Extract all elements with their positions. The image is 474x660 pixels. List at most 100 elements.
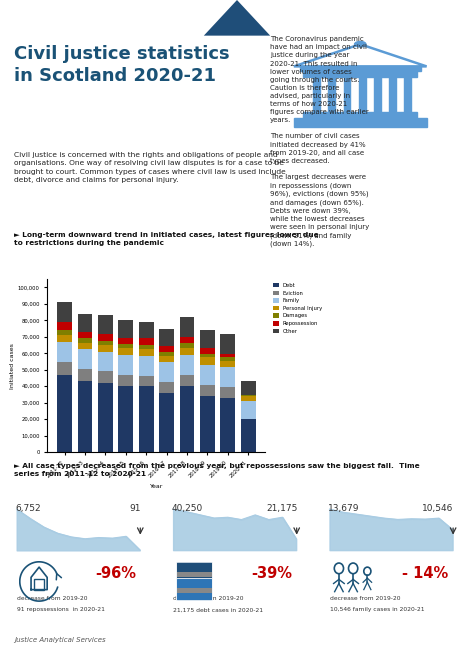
Bar	[220, 398, 235, 452]
Bar	[78, 369, 92, 381]
Bar	[200, 354, 215, 358]
Bar	[57, 362, 72, 375]
Bar	[241, 381, 255, 395]
Text: 21,175 debt cases in 2020-21: 21,175 debt cases in 2020-21	[173, 607, 264, 612]
Bar	[118, 386, 133, 452]
Bar	[180, 317, 194, 337]
Bar	[200, 385, 215, 396]
Bar	[57, 322, 72, 330]
Bar	[139, 376, 154, 386]
Bar	[78, 349, 92, 369]
Bar	[200, 396, 215, 452]
Bar	[98, 333, 113, 341]
Bar	[180, 375, 194, 386]
Bar	[118, 348, 133, 355]
Bar	[118, 338, 133, 345]
Bar	[57, 342, 72, 362]
Text: ► Long-term downward trend in initiated cases, latest figures lower due
to restr: ► Long-term downward trend in initiated …	[14, 232, 319, 246]
Bar	[118, 375, 133, 386]
Bar	[57, 330, 72, 335]
Bar	[300, 67, 421, 71]
Bar	[118, 355, 133, 375]
Bar	[139, 386, 154, 452]
Bar	[34, 579, 44, 589]
Text: 21,175: 21,175	[266, 504, 297, 513]
Text: 91: 91	[129, 504, 141, 513]
Bar	[180, 355, 194, 375]
Bar	[159, 329, 174, 346]
Text: -96%: -96%	[95, 566, 136, 581]
Bar	[404, 77, 411, 112]
X-axis label: Year: Year	[150, 484, 163, 490]
Bar	[180, 386, 194, 452]
Bar	[220, 354, 235, 358]
Bar	[78, 381, 92, 452]
Bar	[220, 367, 235, 387]
Bar	[374, 77, 381, 112]
Text: -39%: -39%	[251, 566, 292, 581]
Text: decrease from 2019-20: decrease from 2019-20	[173, 597, 244, 601]
Bar	[200, 348, 215, 354]
Text: ► All case types decreased from the previous year, but repossessions saw the big: ► All case types decreased from the prev…	[14, 463, 420, 477]
Bar	[200, 358, 215, 365]
Bar	[139, 345, 154, 349]
Text: 40,250: 40,250	[172, 504, 203, 513]
Bar	[98, 383, 113, 452]
Bar	[313, 77, 320, 112]
Bar	[98, 315, 113, 333]
Bar	[180, 343, 194, 348]
Bar	[98, 341, 113, 345]
Bar	[78, 343, 92, 349]
Bar	[177, 588, 211, 593]
Bar	[98, 352, 113, 372]
Circle shape	[355, 42, 366, 47]
Bar	[359, 77, 365, 112]
Bar	[180, 337, 194, 343]
Bar	[57, 375, 72, 452]
Bar	[200, 330, 215, 348]
Bar	[220, 387, 235, 398]
Bar	[180, 348, 194, 355]
Bar	[241, 419, 255, 452]
Bar	[328, 77, 335, 112]
Bar	[303, 71, 417, 77]
Bar	[159, 393, 174, 452]
Bar	[294, 118, 427, 127]
Bar	[57, 302, 72, 322]
Bar	[139, 356, 154, 376]
FancyBboxPatch shape	[177, 579, 212, 601]
Bar	[139, 349, 154, 356]
Text: The Coronavirus pandemic
have had an impact on civil
justice during the year
202: The Coronavirus pandemic have had an imp…	[270, 36, 369, 248]
Bar	[220, 333, 235, 354]
Bar	[389, 77, 396, 112]
Bar	[78, 314, 92, 332]
Bar	[159, 382, 174, 393]
FancyBboxPatch shape	[177, 562, 212, 584]
Bar	[78, 332, 92, 339]
Bar	[57, 335, 72, 342]
Bar	[118, 345, 133, 348]
Bar	[303, 112, 417, 118]
Text: Civil justice statistics
in Scotland 2020-21: Civil justice statistics in Scotland 202…	[14, 45, 230, 85]
Bar	[159, 346, 174, 352]
Bar	[159, 356, 174, 362]
Text: 10,546 family cases in 2020-21: 10,546 family cases in 2020-21	[329, 607, 424, 612]
Text: - 14%: - 14%	[402, 566, 448, 581]
Text: 10,546: 10,546	[422, 504, 454, 513]
Text: 91 repossessions  in 2020-21: 91 repossessions in 2020-21	[17, 607, 105, 612]
Text: decrease from 2019-20: decrease from 2019-20	[17, 597, 87, 601]
Bar	[98, 372, 113, 383]
Bar	[139, 339, 154, 345]
Bar	[241, 401, 255, 418]
Bar	[344, 77, 350, 112]
Text: 13,679: 13,679	[328, 504, 360, 513]
Polygon shape	[204, 0, 270, 36]
Legend: Debt, Eviction, Family, Personal Injury, Damages, Repossession, Other: Debt, Eviction, Family, Personal Injury,…	[273, 282, 323, 335]
Bar	[78, 339, 92, 343]
Bar	[200, 365, 215, 385]
Bar	[139, 322, 154, 339]
Bar	[98, 345, 113, 352]
Text: Civil justice is concerned with the rights and obligations of people and
organis: Civil justice is concerned with the righ…	[14, 152, 286, 183]
Text: Justice Analytical Services: Justice Analytical Services	[14, 637, 106, 644]
Bar	[220, 361, 235, 367]
